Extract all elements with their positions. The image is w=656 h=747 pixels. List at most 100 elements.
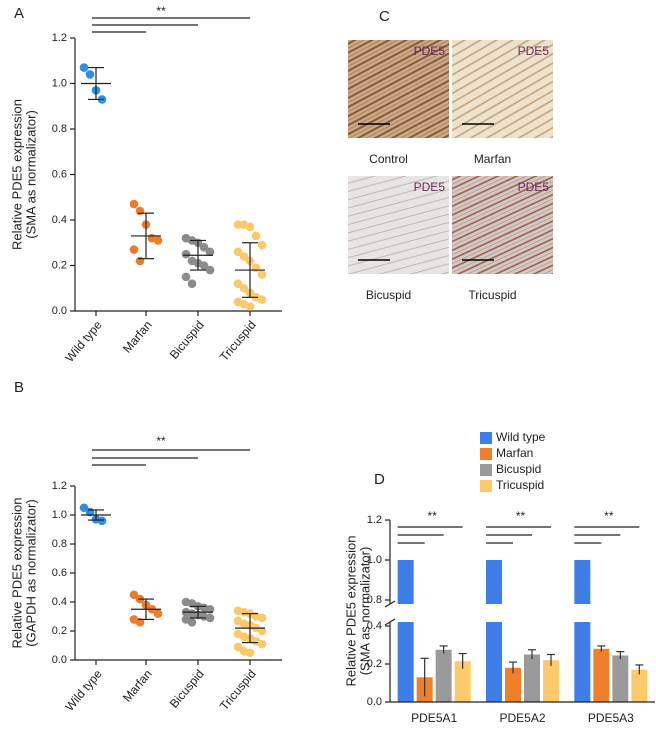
image-caption: Bicuspid: [366, 288, 411, 302]
data-point: [199, 261, 209, 270]
y-tick-label: 0.2: [52, 625, 67, 637]
axis-break-mark: [384, 618, 396, 626]
significance-label: **: [156, 434, 166, 448]
x-tick-label: Bicuspid: [167, 667, 207, 711]
data-point: [79, 63, 89, 72]
data-point: [199, 243, 209, 252]
y-tick-label: 0.8: [52, 123, 67, 135]
x-tick-label: PDE5A1: [411, 711, 457, 725]
image-caption: Marfan: [474, 152, 511, 166]
data-point: [257, 240, 267, 250]
panel-label: C: [379, 8, 390, 25]
x-tick-label: Marfan: [120, 667, 155, 705]
bar: [524, 654, 540, 702]
bar: [397, 560, 414, 702]
bar: [574, 560, 591, 702]
stain-label: PDE5: [414, 180, 446, 194]
image-caption: Control: [369, 152, 408, 166]
data-point: [205, 613, 215, 623]
y-axis-label: Relative PDE5 expression: [343, 535, 358, 686]
x-tick-label: Wild type: [62, 667, 105, 714]
y-axis-label: Relative PDE5 expression: [9, 497, 24, 648]
panel-label: B: [14, 379, 24, 396]
y-axis-label: (SMA as normalizator): [357, 547, 372, 676]
legend-swatch: [480, 480, 492, 492]
data-point: [205, 247, 215, 257]
y-tick-label: 0.4: [52, 596, 67, 608]
legend-label: Tricuspid: [496, 478, 544, 492]
data-point: [233, 279, 243, 289]
data-point: [233, 247, 243, 257]
data-point: [187, 279, 197, 289]
micrograph: [452, 40, 553, 138]
data-point: [233, 220, 243, 229]
data-point: [257, 626, 267, 636]
data-point: [251, 231, 261, 241]
data-point: [251, 263, 261, 273]
stain-label: PDE5: [414, 44, 446, 58]
bar: [454, 661, 471, 702]
y-tick-label: 1.0: [52, 509, 67, 521]
data-point: [257, 295, 267, 304]
data-point: [79, 503, 89, 513]
data-point: [129, 199, 139, 209]
data-point: [181, 249, 191, 259]
significance-label: **: [156, 4, 166, 18]
bar: [435, 649, 452, 702]
stain-label: PDE5: [518, 180, 550, 194]
data-point: [85, 70, 95, 79]
y-tick-label: 0.0: [52, 654, 67, 666]
data-point: [257, 639, 267, 649]
data-point: [135, 256, 145, 266]
x-tick-label: Tricuspid: [217, 667, 259, 713]
x-tick-label: PDE5A3: [588, 711, 634, 725]
legend-swatch: [480, 432, 492, 444]
axis-break-mark: [384, 600, 396, 608]
y-tick-label: 1.0: [367, 554, 382, 566]
y-axis-label: (GAPDH as normalizator): [23, 499, 38, 646]
panel-label: A: [14, 5, 24, 22]
data-point: [187, 618, 197, 627]
micrograph: [452, 176, 553, 274]
y-tick-label: 0.4: [52, 214, 67, 226]
legend-label: Marfan: [496, 446, 533, 460]
micrograph: [348, 176, 449, 274]
y-tick-label: 1.2: [367, 514, 382, 526]
x-tick-label: Tricuspid: [217, 318, 259, 364]
data-point: [245, 302, 255, 311]
data-point: [181, 272, 191, 282]
y-axis-label: Relative PDE5 expression: [9, 99, 24, 250]
y-tick-label: 0.8: [367, 594, 382, 606]
data-point: [233, 642, 243, 652]
axis-break-gap: [384, 604, 655, 622]
data-point: [257, 613, 267, 623]
significance-label: **: [516, 509, 526, 523]
bar: [631, 669, 648, 702]
y-tick-label: 0.0: [52, 305, 67, 317]
stain-label: PDE5: [518, 44, 550, 58]
data-point: [245, 222, 255, 232]
data-point: [129, 590, 139, 600]
micrograph: [348, 40, 449, 138]
data-point: [205, 265, 215, 275]
data-point: [153, 236, 163, 245]
image-caption: Tricuspid: [468, 288, 516, 302]
data-point: [245, 648, 255, 658]
bar: [505, 667, 521, 702]
y-tick-label: 0.0: [367, 696, 382, 708]
legend-swatch: [480, 464, 492, 476]
y-tick-label: 1.2: [52, 32, 67, 44]
legend-swatch: [480, 448, 492, 460]
y-tick-label: 0.2: [367, 658, 382, 670]
bar: [543, 660, 559, 702]
significance-label: **: [427, 509, 437, 523]
data-point: [239, 283, 249, 293]
data-point: [135, 206, 145, 216]
significance-label: **: [604, 509, 614, 523]
data-point: [135, 618, 145, 627]
x-tick-label: Wild type: [62, 318, 105, 365]
data-point: [239, 252, 249, 261]
bar: [612, 655, 629, 702]
legend-label: Bicuspid: [496, 462, 541, 476]
